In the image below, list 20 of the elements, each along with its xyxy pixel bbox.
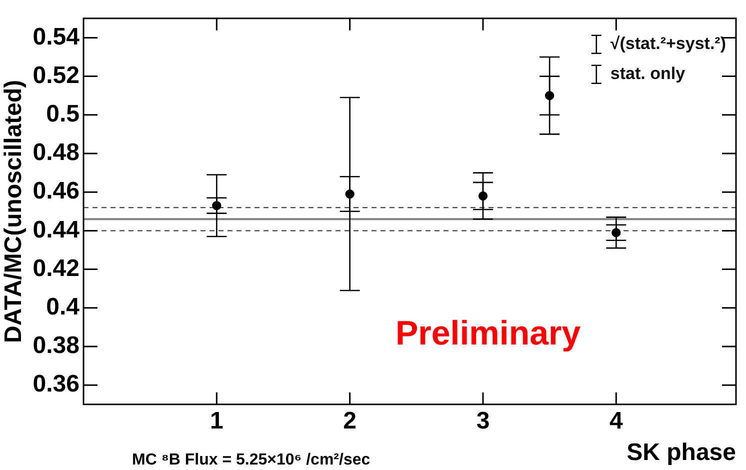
x-tick-label: 4 bbox=[609, 407, 624, 434]
annotation: Preliminary bbox=[395, 314, 581, 352]
legend-label: stat. only bbox=[610, 64, 686, 84]
y-tick-label: 0.42 bbox=[32, 254, 80, 282]
y-tick-label: 0.44 bbox=[32, 216, 80, 244]
text: MC ⁸B Flux = 5.25×10⁶ /cm²/sec bbox=[132, 451, 370, 468]
x-tick-label: 3 bbox=[476, 407, 490, 434]
y-tick-label: 0.48 bbox=[32, 139, 80, 166]
legend-label: √(stat.²+syst.²) bbox=[610, 34, 726, 54]
y-tick-label: 0.46 bbox=[32, 178, 80, 205]
y-tick-label: 0.5 bbox=[46, 100, 80, 128]
x-axis-title: SK phase bbox=[626, 439, 736, 466]
y-tick-label: 0.54 bbox=[32, 23, 80, 50]
y-tick-label: 0.52 bbox=[32, 62, 80, 89]
y-axis-title: DATA/MC(unoscillated) bbox=[0, 80, 28, 343]
y-tick-label: 0.38 bbox=[32, 332, 80, 360]
x-tick-label: 2 bbox=[343, 407, 357, 434]
y-tick-label: 0.4 bbox=[46, 294, 80, 321]
y-tick-label: 0.36 bbox=[32, 370, 80, 398]
x-tick-label: 1 bbox=[210, 407, 224, 434]
